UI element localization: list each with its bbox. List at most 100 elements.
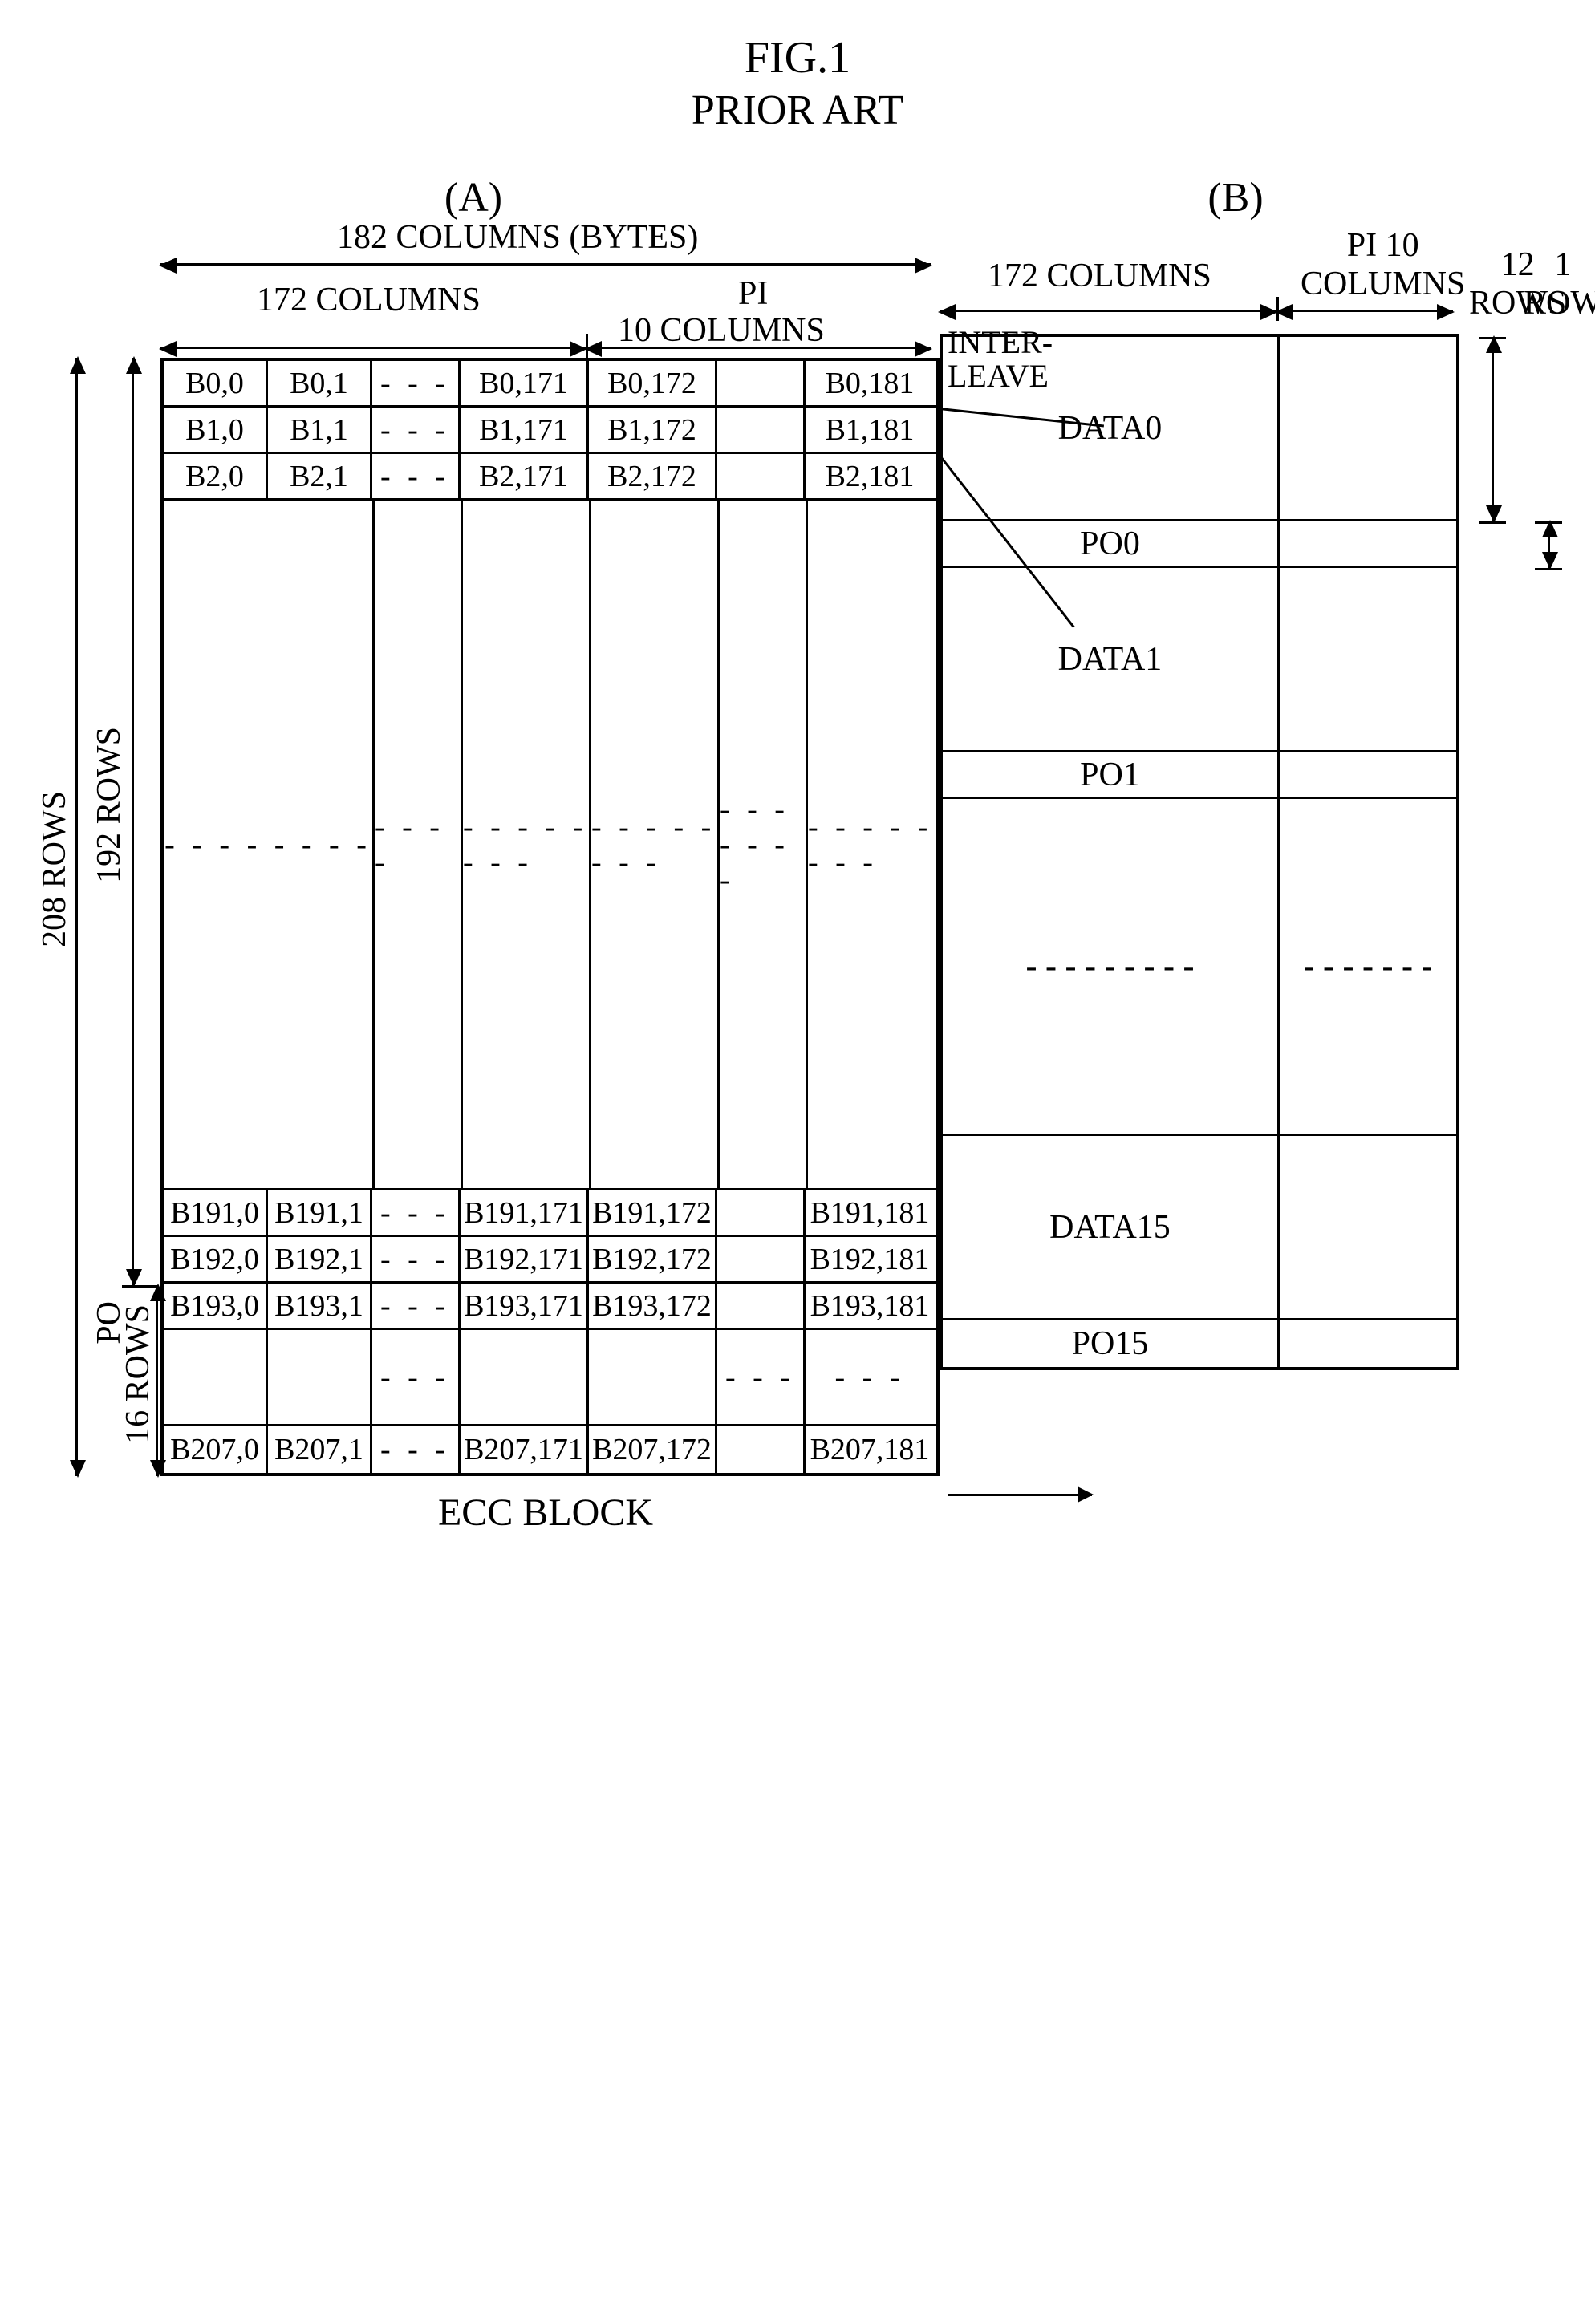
ecc-cell xyxy=(164,1330,268,1424)
ecc-cell: - - - xyxy=(372,1426,461,1473)
ecc-row: B2,0B2,1- - -B2,171B2,172B2,181 xyxy=(164,454,936,501)
arrow-182-cols xyxy=(160,263,931,266)
dim-192-rows: 192 ROWS xyxy=(90,727,128,883)
interleave-arrow xyxy=(948,1494,1092,1496)
panel-b-row: PO15 xyxy=(943,1320,1456,1367)
panel-a: 182 COLUMNS (BYTES) 172 COLUMNS PI 10 CO… xyxy=(32,221,940,1535)
ecc-cell: B2,0 xyxy=(164,454,268,498)
ecc-row: B191,0B191,1- - -B191,171B191,172B191,18… xyxy=(164,1190,936,1237)
ecc-cell: - - - - - - - - xyxy=(164,501,375,1188)
tick-b-col xyxy=(1276,297,1279,321)
panel-b-cell: - - - - - - - xyxy=(1280,799,1456,1134)
arrow-16-rows xyxy=(156,1285,158,1476)
ecc-cell: B2,181 xyxy=(806,454,934,498)
ecc-row: B1,0B1,1- - -B1,171B1,172B1,181 xyxy=(164,408,936,454)
dim-182-cols: 182 COLUMNS (BYTES) xyxy=(337,218,698,257)
ecc-cell: B2,171 xyxy=(461,454,589,498)
ecc-cell: B192,1 xyxy=(268,1237,372,1281)
ecc-cell: - - - - - - - - xyxy=(808,501,936,1188)
arrow-pi-cols xyxy=(586,347,931,349)
ecc-cell xyxy=(589,1330,717,1424)
ecc-cell: B191,181 xyxy=(806,1190,934,1235)
arrow-b-1row xyxy=(1548,521,1550,568)
panel-b-row: DATA15 xyxy=(943,1136,1456,1320)
ecc-cell: B192,171 xyxy=(461,1237,589,1281)
figure-subtitle: PRIOR ART xyxy=(32,87,1563,134)
panel-a-row-dims: 208 ROWS 192 ROWS PO 16 ROWS xyxy=(32,358,160,1476)
panel-labels-row: (A) (B) xyxy=(32,174,1563,221)
ecc-cell: B1,172 xyxy=(589,408,717,452)
ecc-cell: - - - xyxy=(806,1330,934,1424)
panel-b-row: PO0 xyxy=(943,521,1456,568)
ecc-cell xyxy=(717,1426,806,1473)
dim-pi-label: PI xyxy=(738,274,768,313)
dim-b-1row: 1 ROW xyxy=(1524,245,1595,322)
ecc-cell: - - - xyxy=(372,454,461,498)
panel-b-row: - - - - - - - - -- - - - - - - xyxy=(943,799,1456,1136)
ecc-cell: B193,1 xyxy=(268,1284,372,1328)
ecc-cell: B207,1 xyxy=(268,1426,372,1473)
ecc-row: B192,0B192,1- - -B192,171B192,172B192,18… xyxy=(164,1237,936,1284)
panel-b-cell: DATA1 xyxy=(943,568,1280,750)
ecc-row: - - -- - -- - - xyxy=(164,1330,936,1426)
ecc-cell xyxy=(717,1237,806,1281)
ecc-cell: B0,181 xyxy=(806,361,934,405)
ecc-row: B193,0B193,1- - -B193,171B193,172B193,18… xyxy=(164,1284,936,1330)
ecc-row: - - - - - - - -- - - -- - - - - - - -- -… xyxy=(164,501,936,1190)
ecc-cell: - - - xyxy=(717,1330,806,1424)
arrow-b-172 xyxy=(940,310,1276,312)
panel-b-cell: DATA15 xyxy=(943,1136,1280,1318)
tick-row-split xyxy=(122,1285,157,1288)
ecc-cell: B1,0 xyxy=(164,408,268,452)
arrow-b-12rows xyxy=(1492,337,1494,521)
dim-16-rows: 16 ROWS xyxy=(119,1304,157,1444)
ecc-cell: B1,171 xyxy=(461,408,589,452)
ecc-cell: B192,0 xyxy=(164,1237,268,1281)
ecc-cell: - - - xyxy=(372,1284,461,1328)
panel-b-cell xyxy=(1280,521,1456,566)
panel-b-table: DATA0PO0DATA1PO1- - - - - - - - -- - - -… xyxy=(940,334,1459,1370)
ecc-cell: B0,1 xyxy=(268,361,372,405)
panel-a-body: 208 ROWS 192 ROWS PO 16 ROWS B0,0B0,1 - -… xyxy=(32,358,940,1476)
panel-b-cell xyxy=(1280,337,1456,519)
ecc-cell: B0,171 xyxy=(461,361,589,405)
main-layout: 182 COLUMNS (BYTES) 172 COLUMNS PI 10 CO… xyxy=(32,221,1563,1535)
panel-b-row: DATA1 xyxy=(943,568,1456,752)
ecc-cell xyxy=(717,1284,806,1328)
panel-b-cell: DATA0 xyxy=(943,337,1280,519)
ecc-cell xyxy=(461,1330,589,1424)
tick-b-r3 xyxy=(1535,521,1562,524)
ecc-row: B207,0B207,1- - -B207,171B207,172B207,18… xyxy=(164,1426,936,1473)
tick-b-r1 xyxy=(1479,337,1506,339)
ecc-cell: B192,172 xyxy=(589,1237,717,1281)
panel-b-top-dims: 172 COLUMNS PI 10 COLUMNS xyxy=(940,221,1453,334)
tick-b-r4 xyxy=(1535,568,1562,570)
tick-col-split xyxy=(586,334,588,358)
ecc-cell: B193,172 xyxy=(589,1284,717,1328)
ecc-cell: - - - - - - - xyxy=(720,501,808,1188)
dim-b-pi10: PI 10 COLUMNS xyxy=(1301,226,1465,303)
ecc-cell: - - - xyxy=(372,1330,461,1424)
ecc-cell: B207,181 xyxy=(806,1426,934,1473)
ecc-cell: - - - - - - - - xyxy=(463,501,591,1188)
ecc-cell: - - - - - - - - xyxy=(591,501,720,1188)
ecc-cell: B2,1 xyxy=(268,454,372,498)
ecc-cell: B191,0 xyxy=(164,1190,268,1235)
ecc-table: B0,0B0,1- - -B0,171B0,172B0,181B1,0B1,1-… xyxy=(160,358,940,1476)
ecc-cell: B207,171 xyxy=(461,1426,589,1473)
ecc-cell xyxy=(717,408,806,452)
ecc-cell: - - - xyxy=(372,1237,461,1281)
arrow-192-rows xyxy=(132,358,134,1285)
panel-b: 172 COLUMNS PI 10 COLUMNS DATA0PO0DATA1P… xyxy=(940,221,1580,1370)
dim-b-172: 172 COLUMNS xyxy=(988,257,1211,295)
ecc-cell: B1,1 xyxy=(268,408,372,452)
panel-b-row: PO1 xyxy=(943,752,1456,799)
ecc-caption: ECC BLOCK xyxy=(160,1491,931,1535)
panel-b-cell xyxy=(1280,1320,1456,1367)
ecc-cell xyxy=(717,454,806,498)
ecc-cell: B191,1 xyxy=(268,1190,372,1235)
tick-b-r2 xyxy=(1479,521,1506,524)
ecc-cell: B0,0 xyxy=(164,361,268,405)
ecc-cell: B193,181 xyxy=(806,1284,934,1328)
panel-a-label: (A) xyxy=(32,174,915,221)
